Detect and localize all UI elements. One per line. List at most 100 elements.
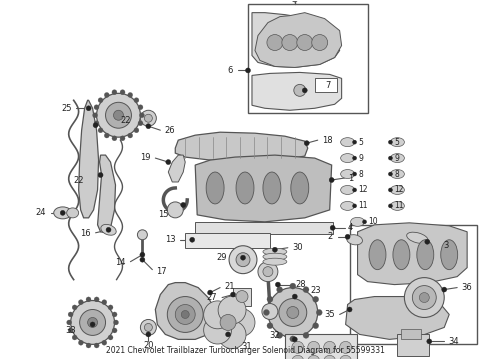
Circle shape <box>442 287 447 292</box>
Circle shape <box>108 305 113 310</box>
Text: 35: 35 <box>324 310 335 319</box>
Circle shape <box>102 340 107 345</box>
Circle shape <box>292 341 304 353</box>
Circle shape <box>181 202 186 207</box>
Text: 8: 8 <box>359 170 363 179</box>
Ellipse shape <box>347 235 363 245</box>
Text: 30: 30 <box>292 243 302 252</box>
Circle shape <box>106 227 111 232</box>
Circle shape <box>353 204 357 208</box>
Circle shape <box>389 204 392 208</box>
Ellipse shape <box>341 170 355 179</box>
Ellipse shape <box>101 224 116 235</box>
Circle shape <box>267 296 273 302</box>
Ellipse shape <box>391 154 404 163</box>
Polygon shape <box>195 155 332 222</box>
Ellipse shape <box>391 170 404 179</box>
Text: 20: 20 <box>143 341 154 350</box>
Circle shape <box>389 156 392 160</box>
Text: 17: 17 <box>156 267 167 276</box>
Circle shape <box>204 316 232 344</box>
Circle shape <box>293 294 297 299</box>
Circle shape <box>128 133 133 138</box>
Circle shape <box>102 300 107 305</box>
Circle shape <box>140 252 145 257</box>
Ellipse shape <box>391 138 404 147</box>
Circle shape <box>134 98 139 103</box>
Circle shape <box>425 239 430 244</box>
Circle shape <box>141 110 156 126</box>
Circle shape <box>71 301 115 345</box>
Circle shape <box>282 35 298 50</box>
Circle shape <box>146 124 151 129</box>
Circle shape <box>312 35 328 50</box>
Circle shape <box>104 133 109 138</box>
Circle shape <box>229 246 257 274</box>
Bar <box>195 222 333 234</box>
Circle shape <box>290 336 296 342</box>
Circle shape <box>98 172 103 177</box>
Ellipse shape <box>417 240 434 270</box>
Text: 16: 16 <box>80 229 91 238</box>
Text: 5: 5 <box>359 138 364 147</box>
Polygon shape <box>168 155 185 182</box>
Circle shape <box>264 310 270 315</box>
Text: 6: 6 <box>228 66 233 75</box>
Circle shape <box>86 343 91 348</box>
Circle shape <box>267 35 283 50</box>
Circle shape <box>86 106 91 111</box>
Polygon shape <box>255 13 342 67</box>
Circle shape <box>94 121 99 126</box>
Circle shape <box>175 305 195 324</box>
Circle shape <box>413 285 436 310</box>
Circle shape <box>138 121 143 126</box>
Text: 8: 8 <box>394 170 399 179</box>
Circle shape <box>294 84 306 96</box>
Text: 12: 12 <box>359 185 368 194</box>
Circle shape <box>120 136 125 141</box>
Text: 19: 19 <box>140 153 150 162</box>
Polygon shape <box>98 155 116 233</box>
Polygon shape <box>78 100 98 218</box>
Circle shape <box>90 322 95 327</box>
Circle shape <box>427 339 432 344</box>
Ellipse shape <box>393 240 410 270</box>
Circle shape <box>313 296 318 302</box>
Circle shape <box>218 296 246 324</box>
Ellipse shape <box>341 154 355 163</box>
Circle shape <box>308 355 319 360</box>
Circle shape <box>345 234 350 239</box>
Text: 9: 9 <box>394 154 399 163</box>
Text: 7: 7 <box>326 81 331 90</box>
Circle shape <box>220 315 236 330</box>
Circle shape <box>78 340 83 345</box>
Circle shape <box>329 177 334 183</box>
Circle shape <box>94 343 99 348</box>
Circle shape <box>279 298 307 327</box>
Circle shape <box>389 140 392 144</box>
Circle shape <box>114 320 119 325</box>
Ellipse shape <box>206 172 224 204</box>
Text: 34: 34 <box>448 337 459 346</box>
Ellipse shape <box>369 240 386 270</box>
Circle shape <box>140 257 145 262</box>
Circle shape <box>225 332 231 337</box>
Circle shape <box>112 90 117 95</box>
Circle shape <box>112 328 117 333</box>
Circle shape <box>303 287 309 293</box>
Circle shape <box>114 110 123 120</box>
Circle shape <box>141 319 156 336</box>
Circle shape <box>68 312 73 317</box>
Text: 29: 29 <box>217 253 227 262</box>
Circle shape <box>303 332 309 338</box>
Bar <box>349 225 477 345</box>
Circle shape <box>227 309 255 336</box>
Circle shape <box>347 307 352 312</box>
Bar <box>397 334 429 356</box>
Text: 27: 27 <box>206 293 217 302</box>
Circle shape <box>272 247 277 252</box>
Ellipse shape <box>263 253 287 260</box>
Text: 4: 4 <box>347 223 353 232</box>
Text: 5: 5 <box>394 138 399 147</box>
Text: 9: 9 <box>359 154 364 163</box>
